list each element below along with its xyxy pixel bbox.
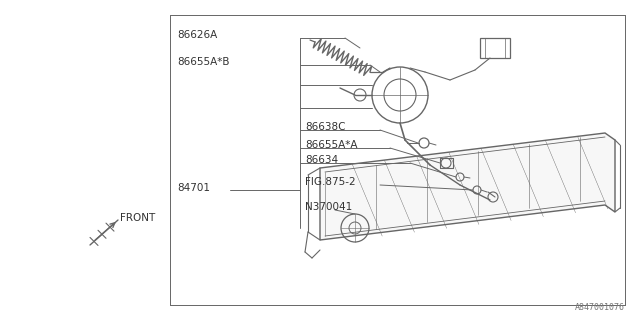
Polygon shape (320, 133, 615, 240)
Text: 84701: 84701 (177, 183, 210, 193)
Text: A847001076: A847001076 (575, 303, 625, 312)
Text: 86638C: 86638C (305, 122, 346, 132)
Text: FIG.875-2: FIG.875-2 (305, 177, 356, 187)
Text: N370041: N370041 (305, 202, 352, 212)
Text: 86634: 86634 (305, 155, 338, 165)
Text: FRONT: FRONT (120, 213, 156, 223)
Text: 86626A: 86626A (177, 30, 217, 40)
Text: 86655A*A: 86655A*A (305, 140, 358, 150)
Text: 86655A*B: 86655A*B (177, 57, 230, 67)
